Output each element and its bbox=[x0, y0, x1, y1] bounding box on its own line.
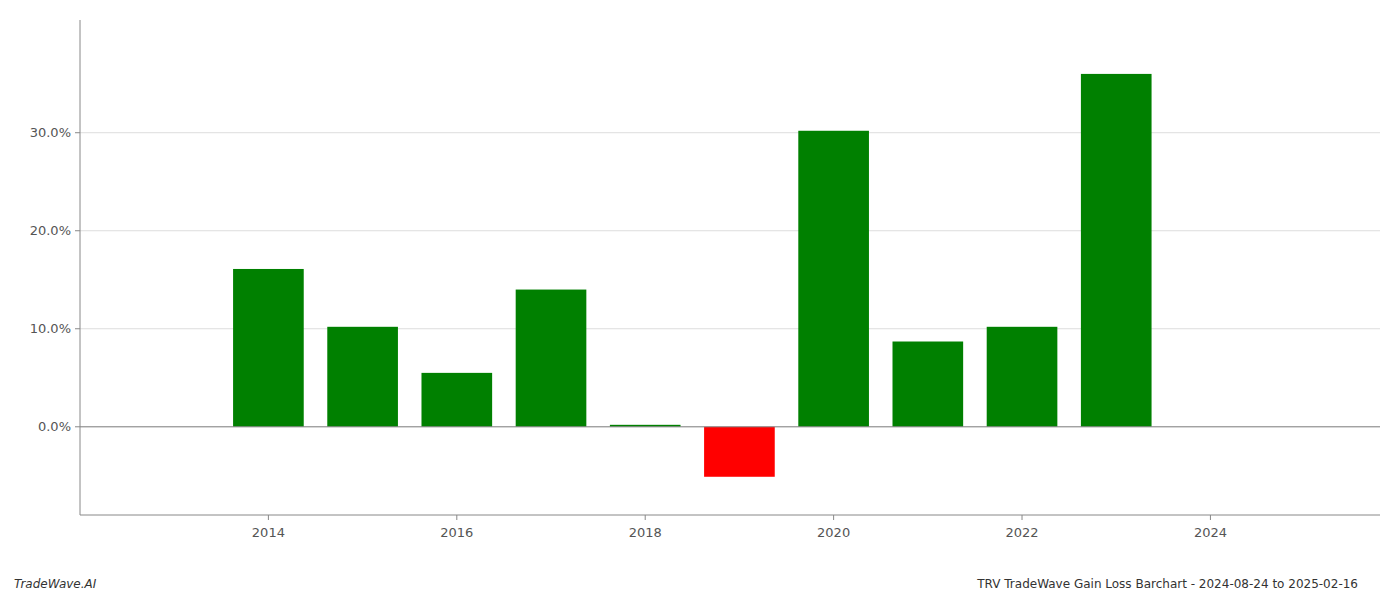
bars bbox=[233, 74, 1151, 477]
bar bbox=[421, 373, 492, 427]
bar bbox=[704, 427, 775, 477]
bar bbox=[516, 290, 587, 427]
x-tick bbox=[1022, 515, 1023, 520]
x-tick bbox=[1210, 515, 1211, 520]
x-tick bbox=[268, 515, 269, 520]
grid-line bbox=[80, 132, 1380, 133]
x-tick-label: 2024 bbox=[1194, 525, 1227, 540]
x-tick bbox=[456, 515, 457, 520]
y-tick bbox=[75, 132, 80, 133]
watermark: TradeWave.AI bbox=[14, 577, 97, 591]
x-tick-label: 2018 bbox=[629, 525, 662, 540]
y-tick-label: 0.0% bbox=[38, 419, 71, 434]
x-tick-label: 2016 bbox=[440, 525, 473, 540]
y-tick bbox=[75, 230, 80, 231]
bar bbox=[233, 269, 304, 427]
title: TRV TradeWave Gain Loss Barchart - 2024-… bbox=[976, 577, 1358, 591]
zero-line bbox=[80, 426, 1380, 427]
x-tick bbox=[645, 515, 646, 520]
grid-line bbox=[80, 426, 1380, 427]
x-tick-label: 2022 bbox=[1005, 525, 1038, 540]
y-axis-line bbox=[80, 20, 81, 515]
x-tick bbox=[833, 515, 834, 520]
y-tick-label: 30.0% bbox=[30, 125, 71, 140]
x-axis-line bbox=[80, 515, 1380, 516]
x-tick-label: 2014 bbox=[252, 525, 285, 540]
x-tick-label: 2020 bbox=[817, 525, 850, 540]
y-tick bbox=[75, 328, 80, 329]
y-tick bbox=[75, 426, 80, 427]
bar bbox=[327, 327, 398, 427]
bar bbox=[798, 131, 869, 427]
y-tick-label: 10.0% bbox=[30, 321, 71, 336]
bar bbox=[1081, 74, 1152, 427]
bar bbox=[987, 327, 1058, 427]
chart: 2014 2016 2018 2020 2022 2024 0.0% 10.0% 20.0% 30… bbox=[0, 0, 1400, 600]
bar bbox=[893, 342, 964, 427]
y-tick-label: 20.0% bbox=[30, 223, 71, 238]
grid-line bbox=[80, 230, 1380, 231]
